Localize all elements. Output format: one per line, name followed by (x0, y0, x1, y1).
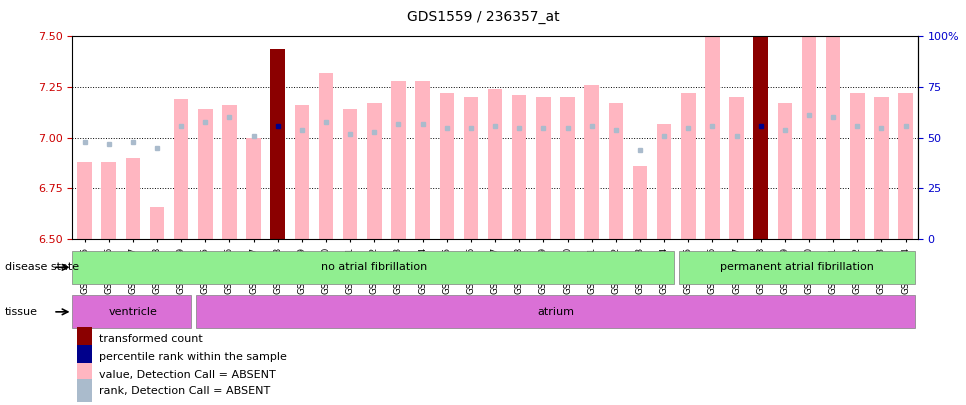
Bar (319, 73, 333, 239)
Bar (174, 99, 188, 239)
Bar (609, 103, 623, 239)
Bar (367, 103, 382, 239)
Bar (512, 95, 526, 239)
Text: ventricle: ventricle (108, 307, 157, 317)
Bar (898, 93, 913, 239)
Text: transformed count: transformed count (99, 334, 202, 344)
Bar (246, 138, 261, 239)
Bar (77, 379, 93, 402)
Bar (464, 97, 478, 239)
Bar (657, 124, 671, 239)
Bar (391, 81, 406, 239)
Bar (681, 93, 696, 239)
Bar (343, 109, 357, 239)
Bar (488, 89, 502, 239)
Text: GDS1559 / 236357_at: GDS1559 / 236357_at (407, 10, 559, 24)
Bar (222, 105, 237, 239)
Bar (753, 0, 768, 239)
Bar (101, 162, 116, 239)
Bar (77, 345, 93, 368)
Bar (150, 207, 164, 239)
Bar (72, 251, 673, 284)
Bar (270, 49, 285, 239)
Bar (584, 85, 599, 239)
Text: disease state: disease state (5, 262, 79, 272)
Bar (705, 0, 720, 239)
Bar (126, 158, 140, 239)
Bar (678, 251, 916, 284)
Bar (874, 97, 889, 239)
Bar (295, 105, 309, 239)
Bar (77, 162, 92, 239)
Bar (850, 93, 865, 239)
Text: percentile rank within the sample: percentile rank within the sample (99, 352, 286, 362)
Bar (560, 97, 575, 239)
Bar (198, 109, 213, 239)
Text: permanent atrial fibrillation: permanent atrial fibrillation (720, 262, 874, 272)
Text: value, Detection Call = ABSENT: value, Detection Call = ABSENT (99, 369, 275, 379)
Bar (778, 103, 792, 239)
Bar (802, 0, 816, 239)
Bar (826, 0, 840, 239)
Bar (729, 97, 744, 239)
Bar (77, 327, 93, 350)
Text: atrium: atrium (537, 307, 574, 317)
Text: tissue: tissue (5, 307, 38, 317)
Bar (72, 296, 190, 328)
Bar (633, 166, 647, 239)
Text: no atrial fibrillation: no atrial fibrillation (322, 262, 427, 272)
Bar (536, 97, 551, 239)
Text: rank, Detection Call = ABSENT: rank, Detection Call = ABSENT (99, 386, 270, 396)
Bar (195, 296, 915, 328)
Bar (415, 81, 430, 239)
Bar (77, 363, 93, 386)
Bar (440, 93, 454, 239)
